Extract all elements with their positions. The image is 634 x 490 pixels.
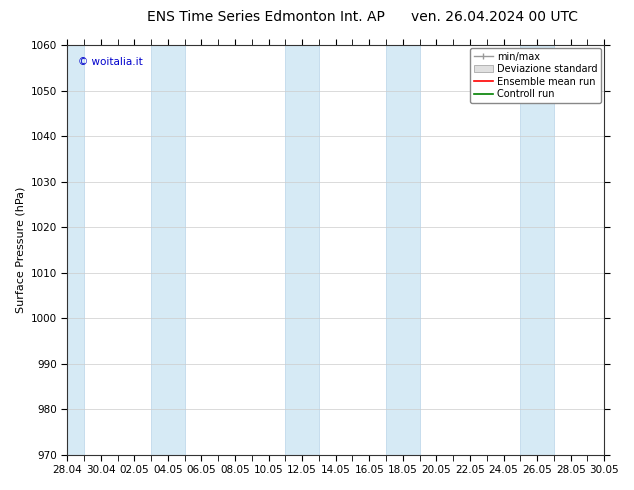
Text: ven. 26.04.2024 00 UTC: ven. 26.04.2024 00 UTC: [411, 10, 578, 24]
Bar: [51, 45, 84, 455]
Bar: [285, 45, 319, 455]
Bar: [521, 45, 554, 455]
Bar: [386, 45, 420, 455]
Text: © woitalia.it: © woitalia.it: [78, 57, 143, 67]
Bar: [151, 45, 184, 455]
Y-axis label: Surface Pressure (hPa): Surface Pressure (hPa): [15, 187, 25, 313]
Text: ENS Time Series Edmonton Int. AP: ENS Time Series Edmonton Int. AP: [147, 10, 385, 24]
Legend: min/max, Deviazione standard, Ensemble mean run, Controll run: min/max, Deviazione standard, Ensemble m…: [470, 48, 601, 103]
